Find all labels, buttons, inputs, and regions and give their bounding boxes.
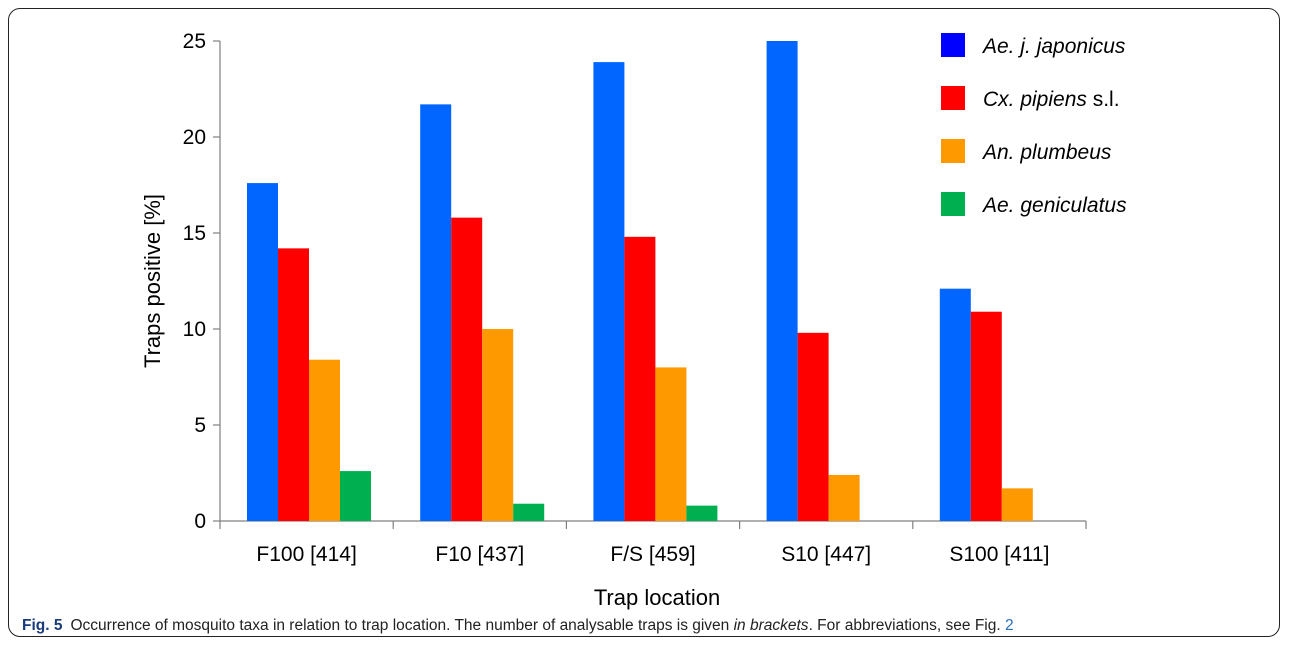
legend-label-part: Cx. pipiens [983,88,1087,111]
bar [624,236,656,521]
legend-label-part: Ae. geniculatus [981,194,1127,217]
bar [451,217,483,521]
bar [655,367,687,521]
bar [797,332,829,521]
x-tick-label: F10 [437] [435,543,524,566]
x-axis-label: Trap location [594,585,720,610]
y-tick-label: 25 [183,30,206,53]
bar [420,104,452,522]
bar [766,41,798,521]
figure-frame [8,8,1280,637]
bar [970,311,1002,521]
legend-label: An. plumbeus [981,141,1112,164]
bar [1001,488,1033,521]
bar [828,474,860,521]
caption-label: Fig. 5 [22,617,63,634]
bar [340,471,371,521]
legend-label-part: Ae. j. japonicus [981,35,1126,58]
y-tick-label: 5 [194,414,206,437]
y-tick-label: 15 [183,222,206,245]
y-tick-label: 0 [194,510,206,533]
legend-label: Cx. pipiens s.l. [983,88,1120,111]
caption-figure-link[interactable]: 2 [1004,617,1014,634]
x-tick-label: S10 [447] [781,543,871,566]
bar [309,359,340,521]
bar [513,503,545,521]
bar [939,288,971,521]
chart-legend: Ae. j. japonicus Cx. pipiens s.l. An. plum… [941,33,1127,217]
bar [593,62,625,522]
chart-axes: 0 5 10 15 20 25 F100 [414] F10 [437] F/S [459] S1… [183,30,1087,566]
legend-swatch [941,86,965,110]
caption-italic: in brackets [733,617,809,634]
bar [278,248,309,522]
bar [686,505,718,521]
figure-caption: Fig. 5 Occurrence of mosquito taxa in rel… [22,617,1272,635]
legend-label: Ae. geniculatus [981,194,1127,217]
y-tick-label: 20 [183,126,206,149]
y-axis-label: Traps positive [%] [140,194,165,368]
x-tick-label: F100 [414] [256,543,356,566]
legend-label-part: An. plumbeus [981,141,1112,164]
chart-bars [247,41,1033,522]
x-tick-label: S100 [411] [949,543,1049,566]
bar [482,329,514,521]
bar-chart: 0 5 10 15 20 25 F100 [414] F10 [437] F/S [459] S1… [140,30,1127,610]
caption-text-2: . For abbreviations, see Fig. [808,617,1005,634]
caption-text-1: Occurrence of mosquito taxa in relation … [70,617,734,634]
x-tick-label: F/S [459] [610,543,695,566]
legend-swatch [941,33,965,57]
legend-label-part: s.l. [1087,88,1120,111]
legend-label: Ae. j. japonicus [981,35,1126,58]
legend-swatch [941,192,965,216]
y-tick-label: 10 [183,318,206,341]
bar [247,183,278,521]
legend-swatch [941,139,965,163]
